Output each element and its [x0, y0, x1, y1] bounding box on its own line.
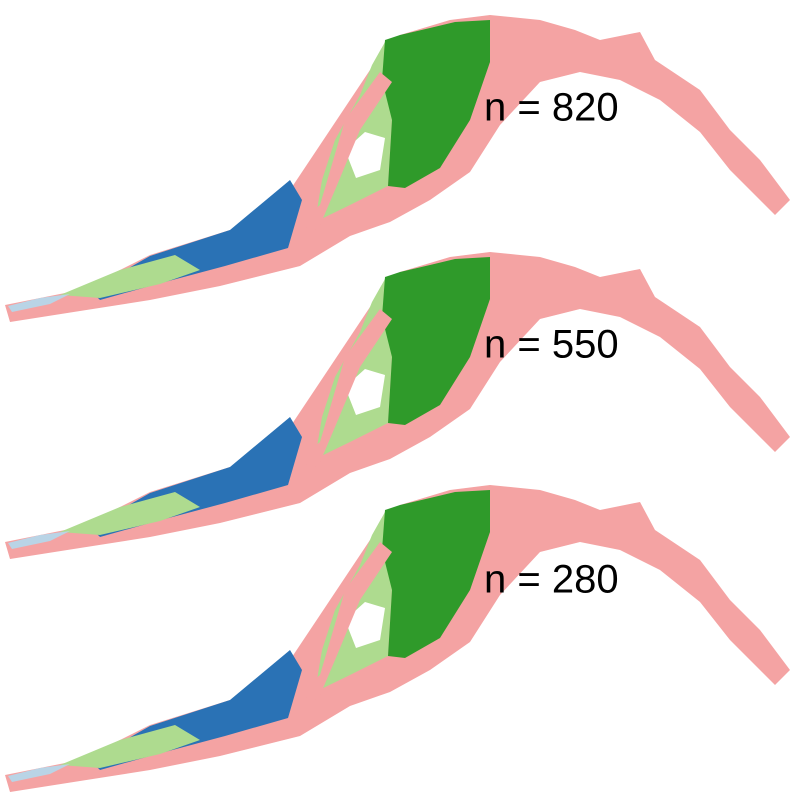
map-figure: n = 820 n = 550 n = 280: [0, 0, 796, 797]
panel-label: n = 550: [484, 323, 619, 367]
panel-label: n = 280: [484, 558, 619, 602]
page: {"panels": [{"label": "n = 820"}, {"labe…: [0, 0, 796, 797]
panel-label: n = 820: [484, 86, 619, 130]
